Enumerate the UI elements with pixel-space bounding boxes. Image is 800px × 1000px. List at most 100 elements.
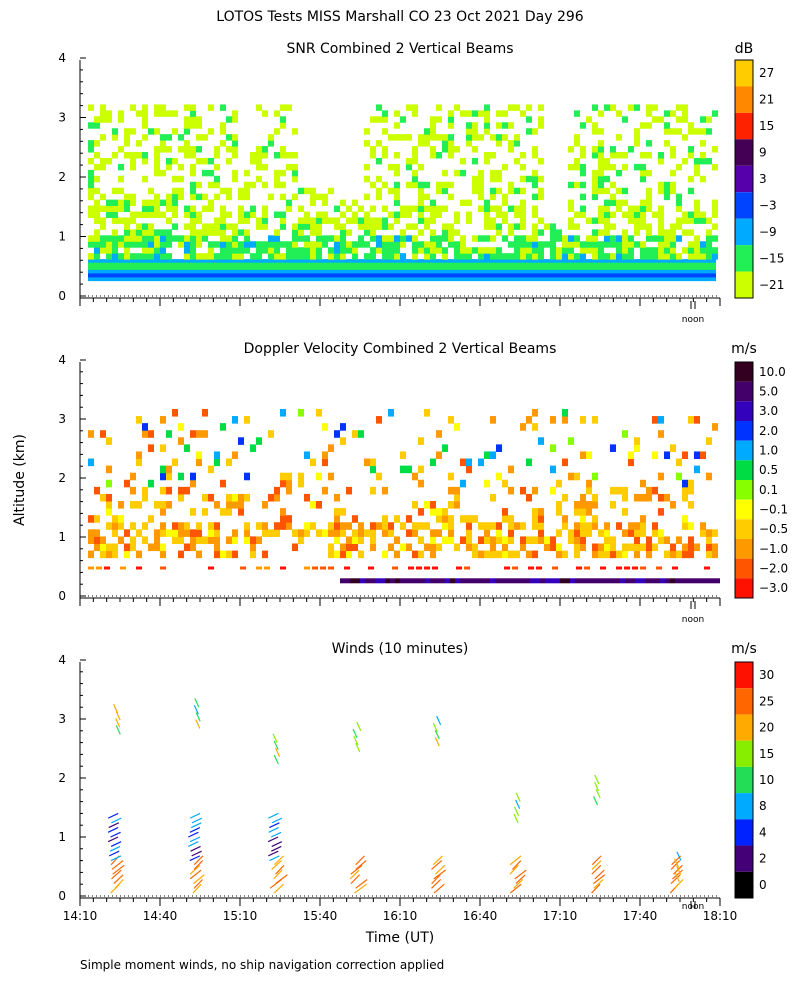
snr-cell <box>562 253 568 260</box>
vel-cell <box>298 536 304 544</box>
snr-cell <box>694 199 700 207</box>
snr-cell <box>148 253 154 260</box>
snr-cell <box>238 217 244 224</box>
snr-cell <box>370 181 376 189</box>
vel-cell <box>538 529 544 537</box>
snr-cell <box>640 199 646 207</box>
snr-cell <box>220 122 226 129</box>
snr-cell <box>676 199 682 207</box>
snr-cell <box>454 229 460 236</box>
snr-cell <box>220 128 226 135</box>
snr-cell <box>286 199 292 207</box>
vel-cell <box>154 536 160 544</box>
snr-cell <box>532 253 538 260</box>
snr-cell <box>130 104 136 111</box>
vel-cell <box>442 522 448 530</box>
wind-barb <box>271 817 283 824</box>
snr-cell <box>484 253 490 260</box>
vel-cell <box>454 543 460 552</box>
snr-cell <box>556 253 562 260</box>
colorbar-swatch <box>735 519 753 539</box>
snr-cell <box>142 134 148 141</box>
vel-cell <box>232 501 238 509</box>
snr-cell <box>514 205 520 213</box>
snr-cell <box>358 217 364 224</box>
wind-barb <box>514 869 527 880</box>
vel-cell <box>634 529 640 537</box>
wind-barb <box>595 788 601 799</box>
vel-cell <box>436 451 442 460</box>
vel-cell <box>316 472 322 481</box>
vel-cell <box>538 508 544 516</box>
vel-cell <box>340 522 346 530</box>
snr-cell <box>382 116 388 123</box>
snr-cell <box>628 241 634 248</box>
vel-cell <box>364 529 370 537</box>
vel-cell <box>304 522 310 530</box>
snr-cell <box>688 229 694 236</box>
y-tick-label: 4 <box>58 353 66 367</box>
snr-cell <box>94 217 100 224</box>
vel-cell <box>622 529 628 537</box>
snr-cell <box>136 223 142 230</box>
vel-cell <box>550 416 556 424</box>
snr-cell <box>94 229 100 236</box>
snr-cell <box>304 211 310 218</box>
snr-cell <box>592 229 598 236</box>
snr-cell <box>124 247 130 254</box>
snr-cell <box>172 223 178 230</box>
vel-cell <box>505 578 510 584</box>
snr-cell <box>682 157 688 165</box>
snr-cell <box>190 169 196 177</box>
snr-cell <box>322 235 328 242</box>
wind-barb <box>191 850 202 857</box>
vel-cell <box>244 529 250 537</box>
snr-cell <box>472 134 478 141</box>
snr-cell <box>100 134 106 141</box>
snr-cell <box>424 223 430 230</box>
snr-cell <box>664 235 670 242</box>
snr-cell <box>700 116 706 123</box>
vel-cell <box>574 508 580 516</box>
snr-cell <box>190 211 196 218</box>
snr-cell <box>424 241 430 248</box>
snr-cell <box>484 199 490 207</box>
vel-cell <box>440 578 445 584</box>
snr-cell <box>556 235 562 242</box>
plot-layer: 0123427211593−3−9−15−210123410.05.03.02.… <box>58 51 788 923</box>
vel-cell <box>360 578 365 584</box>
snr-cell <box>172 110 178 117</box>
vel-cell <box>530 578 535 584</box>
colorbar-label: −0.5 <box>759 522 788 536</box>
snr-cell <box>190 235 196 242</box>
snr-cell <box>712 235 718 242</box>
snr-cell <box>118 146 124 153</box>
snr-cell <box>616 187 622 195</box>
snr-cell <box>274 235 280 242</box>
vel-cell <box>418 536 424 544</box>
snr-cell <box>328 217 334 224</box>
snr-cell <box>124 199 130 207</box>
vel-cell <box>640 515 646 523</box>
wind-barb <box>271 860 282 870</box>
snr-cell <box>448 193 454 201</box>
vel-cell <box>664 536 670 544</box>
vel-cell <box>496 522 502 530</box>
vel-cell <box>532 536 538 544</box>
vel-cell <box>406 529 412 537</box>
vel-cell <box>208 493 214 502</box>
vel-cell <box>550 543 556 552</box>
wind-barb <box>515 792 521 802</box>
snr-cell <box>628 235 634 242</box>
wind-barb <box>113 704 119 714</box>
snr-cell <box>670 247 676 254</box>
vel-cell <box>535 578 540 584</box>
snr-cell <box>694 205 700 213</box>
wind-barb <box>194 698 200 708</box>
vel-cell <box>562 550 568 559</box>
snr-cell <box>484 116 490 123</box>
snr-cell <box>598 146 604 153</box>
snr-cell <box>418 247 424 254</box>
snr-cell <box>310 229 316 236</box>
colorbar-label: −3 <box>759 198 777 212</box>
